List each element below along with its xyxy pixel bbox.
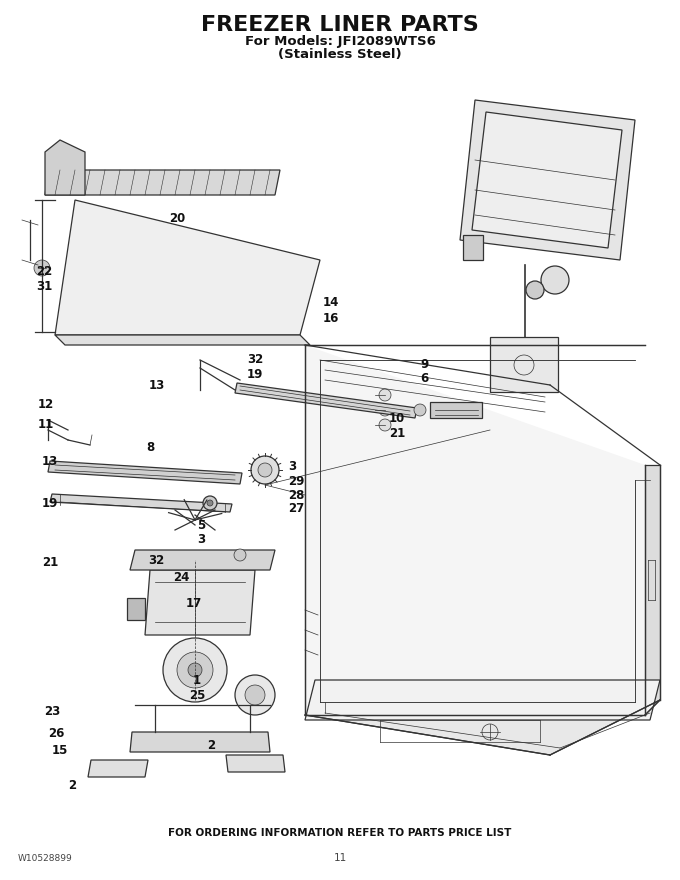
Text: 13: 13 [148, 379, 165, 392]
Text: 31: 31 [36, 281, 52, 293]
Text: 26: 26 [48, 728, 65, 740]
Text: 9: 9 [420, 358, 428, 370]
Text: 21: 21 [42, 556, 58, 568]
Text: 10: 10 [389, 413, 405, 425]
Polygon shape [130, 732, 270, 752]
Circle shape [258, 463, 272, 477]
Text: 15: 15 [52, 744, 68, 757]
Polygon shape [45, 170, 280, 195]
Polygon shape [130, 550, 275, 570]
Polygon shape [472, 112, 622, 248]
Text: For Models: JFI2089WTS6: For Models: JFI2089WTS6 [245, 34, 435, 48]
Text: 23: 23 [44, 705, 61, 717]
Text: 27: 27 [288, 502, 305, 515]
Text: 21: 21 [389, 428, 405, 440]
Circle shape [34, 260, 50, 276]
Circle shape [188, 663, 202, 677]
Circle shape [251, 456, 279, 484]
Polygon shape [55, 200, 320, 335]
Text: 32: 32 [247, 353, 263, 365]
Circle shape [207, 500, 213, 506]
Bar [463, 235, 483, 260]
Circle shape [379, 419, 391, 431]
Text: 20: 20 [169, 212, 185, 224]
Text: W10528899: W10528899 [18, 854, 73, 862]
Circle shape [379, 389, 391, 401]
Polygon shape [460, 100, 635, 260]
Text: 17: 17 [186, 598, 202, 610]
Circle shape [245, 685, 265, 705]
Polygon shape [48, 461, 242, 484]
Circle shape [177, 652, 213, 688]
Circle shape [163, 638, 227, 702]
Polygon shape [305, 680, 660, 720]
Bar [490, 337, 558, 392]
Text: 6: 6 [420, 372, 428, 385]
Polygon shape [55, 335, 310, 345]
Polygon shape [45, 140, 85, 195]
Circle shape [235, 675, 275, 715]
Text: 1: 1 [192, 674, 201, 686]
Polygon shape [305, 345, 645, 715]
Text: FOR ORDERING INFORMATION REFER TO PARTS PRICE LIST: FOR ORDERING INFORMATION REFER TO PARTS … [169, 828, 511, 838]
Text: 29: 29 [288, 475, 305, 488]
Text: 2: 2 [207, 739, 216, 752]
Circle shape [526, 281, 544, 299]
Polygon shape [88, 760, 148, 777]
Bar [430, 402, 482, 418]
Text: 19: 19 [247, 368, 263, 380]
Text: 11: 11 [37, 418, 54, 430]
Circle shape [414, 404, 426, 416]
Text: FREEZER LINER PARTS: FREEZER LINER PARTS [201, 15, 479, 35]
Text: (Stainless Steel): (Stainless Steel) [278, 48, 402, 61]
Text: 32: 32 [148, 554, 165, 567]
Polygon shape [226, 755, 285, 772]
Text: 3: 3 [197, 533, 205, 546]
Circle shape [379, 404, 391, 416]
Text: 24: 24 [173, 571, 190, 583]
Text: 8: 8 [146, 441, 154, 453]
Polygon shape [305, 700, 660, 755]
Polygon shape [235, 383, 417, 418]
Text: 28: 28 [288, 489, 305, 502]
Circle shape [203, 496, 217, 510]
Circle shape [234, 549, 246, 561]
Text: 3: 3 [288, 460, 296, 473]
Text: 22: 22 [36, 265, 52, 277]
Text: 16: 16 [323, 312, 339, 325]
Text: 14: 14 [323, 297, 339, 309]
Bar [127, 598, 145, 620]
Circle shape [541, 266, 569, 294]
Polygon shape [145, 570, 255, 635]
Text: 2: 2 [68, 780, 76, 792]
Text: 5: 5 [197, 519, 205, 532]
Polygon shape [50, 494, 232, 512]
Text: 12: 12 [37, 399, 54, 411]
Text: 11: 11 [333, 853, 347, 863]
Text: 25: 25 [189, 689, 205, 701]
Text: 13: 13 [42, 455, 58, 467]
Polygon shape [645, 465, 660, 715]
Text: 19: 19 [42, 497, 58, 510]
